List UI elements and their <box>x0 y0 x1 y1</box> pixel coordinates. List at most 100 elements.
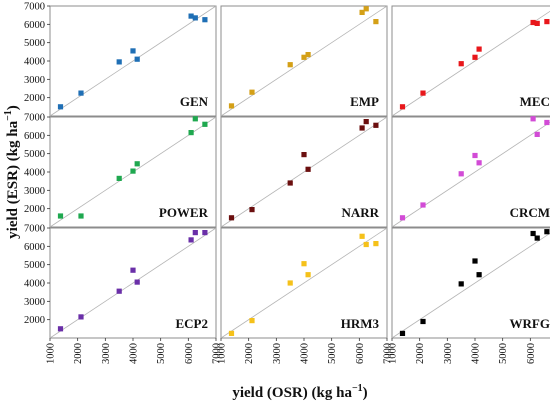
data-point <box>399 104 406 110</box>
one-to-one-line <box>220 5 388 117</box>
data-point <box>301 54 307 60</box>
x-axis-title-text: yield (OSR) (kg ha <box>232 385 352 401</box>
data-point <box>228 215 235 221</box>
y-axis-title: yield (ESR) (kg ha−1) <box>3 105 21 239</box>
data-point <box>202 17 208 23</box>
data-point <box>228 103 235 109</box>
data-point <box>249 207 255 213</box>
panel-frame <box>391 227 550 339</box>
panel-ecp2: ECP2 <box>49 227 217 339</box>
data-point <box>249 89 255 95</box>
y-tick-label: 2000 <box>24 315 45 326</box>
data-point <box>534 20 540 26</box>
y-tick-label: 6000 <box>24 20 45 31</box>
data-point <box>476 46 482 52</box>
data-point <box>57 326 64 332</box>
data-point <box>287 62 293 68</box>
data-point <box>202 230 208 236</box>
x-tick-label: 4000 <box>471 343 482 364</box>
y-tick-label: 2000 <box>24 93 45 104</box>
x-tick-label: 7000 <box>212 343 223 364</box>
y-tick-label: 7000 <box>24 113 45 124</box>
data-point <box>78 314 84 320</box>
data-point <box>359 125 365 131</box>
panel-label: POWER <box>159 205 209 220</box>
panel-narr: NARR <box>220 116 388 228</box>
ticks-layer: 2000 3000 4000 5000 6000 7000 2000 3000 4000 5000… <box>24 2 537 365</box>
y-tick-label: 3000 <box>24 186 45 197</box>
x-tick-label: 5000 <box>156 343 167 364</box>
y-tick-label: 4000 <box>24 279 45 290</box>
y-tick-label: 3000 <box>24 75 45 86</box>
panel-power: POWER <box>49 116 217 228</box>
x-axis-title-end: ) <box>363 385 368 401</box>
data-point <box>305 166 311 172</box>
y-tick-label: 6000 <box>24 131 45 142</box>
data-point <box>534 131 540 137</box>
data-point <box>420 90 426 96</box>
data-point <box>359 9 365 15</box>
x-tick-label: 5000 <box>498 343 509 364</box>
data-point <box>544 229 550 235</box>
data-point <box>78 213 84 219</box>
panel-label: ECP2 <box>176 316 209 331</box>
data-point <box>363 241 369 248</box>
data-point <box>363 119 369 125</box>
data-point <box>301 152 307 158</box>
one-to-one-line <box>391 121 550 228</box>
data-point <box>116 59 122 65</box>
data-point <box>202 121 208 127</box>
x-tick-label: 4000 <box>300 343 311 364</box>
data-point <box>134 56 140 62</box>
panel-label: WRFG <box>510 316 550 331</box>
data-point <box>458 281 464 287</box>
one-to-one-line <box>391 10 550 117</box>
x-tick-label: 1000 <box>388 343 399 364</box>
data-point <box>359 233 365 239</box>
x-tick-label: 6000 <box>526 343 537 364</box>
svg-text:yield (OSR) (kg ha−1): yield (OSR) (kg ha−1) <box>232 383 367 401</box>
panel-gen: GEN <box>49 5 217 117</box>
y-axis-title-text: yield (ESR) (kg ha <box>5 120 21 238</box>
data-point <box>373 241 379 247</box>
data-point <box>399 330 406 336</box>
x-tick-label: 1000 <box>217 343 228 364</box>
data-point <box>373 19 379 25</box>
panel-hrm3: HRM3 <box>220 227 388 339</box>
panel-label: EMP <box>350 94 379 109</box>
data-point <box>472 152 478 159</box>
one-to-one-line <box>220 227 388 339</box>
data-point <box>130 267 136 273</box>
panel-label: CRCM <box>510 205 550 220</box>
data-point <box>363 6 369 12</box>
data-point <box>192 15 198 21</box>
x-tick-label: 5000 <box>327 343 338 364</box>
x-tick-label: 3000 <box>272 343 283 364</box>
data-point <box>57 213 64 219</box>
panel-label: GEN <box>180 94 209 109</box>
data-point <box>287 180 293 186</box>
y-tick-label: 6000 <box>24 242 45 253</box>
y-axis-title-sup: −1 <box>3 110 14 121</box>
data-point <box>130 48 136 54</box>
data-point <box>134 279 140 285</box>
data-point <box>544 19 550 25</box>
data-point <box>399 215 406 221</box>
y-tick-label: 7000 <box>24 2 45 13</box>
panels-layer: GEN EMP MEC POWER NARR CRCM ECP2 HRM3 WRFG <box>49 5 550 339</box>
x-tick-label: 2000 <box>244 343 255 364</box>
data-point <box>192 116 198 122</box>
data-point <box>188 237 194 243</box>
panel-label: HRM3 <box>341 316 380 331</box>
x-tick-label: 3000 <box>101 343 112 364</box>
x-tick-label: 2000 <box>415 343 426 364</box>
y-tick-label: 5000 <box>24 38 45 49</box>
data-point <box>530 230 536 237</box>
data-point <box>305 272 311 278</box>
data-point <box>420 318 426 325</box>
panel-mec: MEC <box>391 5 550 117</box>
y-tick-label: 3000 <box>24 297 45 308</box>
data-point <box>130 168 136 174</box>
data-point <box>57 104 64 110</box>
